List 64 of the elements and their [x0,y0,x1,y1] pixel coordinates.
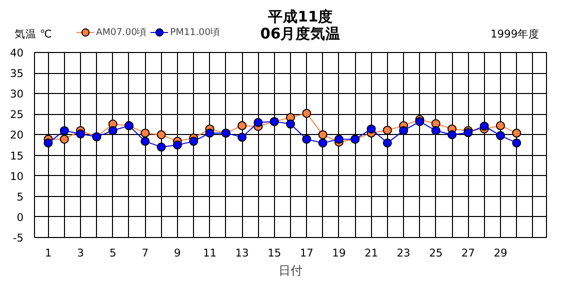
point [60,134,69,144]
point [496,121,505,130]
point [238,132,247,142]
x-tick-label: 9 [174,246,182,260]
point [156,130,166,140]
point [334,134,344,144]
point [512,128,522,138]
y-tick-label: 40 [10,46,24,60]
y-tick-label: 35 [10,67,24,80]
point [44,138,53,148]
y-tick-label: 10 [10,170,24,183]
point [189,136,198,146]
y-tick-label: 20 [10,128,24,142]
x-tick-label: 29 [494,246,508,260]
x-tick-label: 23 [396,246,410,260]
point [76,129,86,138]
point [108,126,118,136]
legend-label: PM11.00頃 [170,26,220,38]
point [238,121,247,130]
point [366,124,376,134]
point [480,122,489,131]
point [302,108,312,118]
point [156,142,166,152]
point [512,138,522,148]
x-tick-label: 3 [77,246,84,260]
y-tick-label: 0 [16,210,24,224]
y-tick-label: 5 [16,190,24,204]
point [496,131,505,140]
x-tick-label: 7 [142,246,149,260]
point [382,138,392,148]
point [318,138,328,148]
point [415,117,424,126]
x-tick-label: 13 [235,246,249,260]
point [205,128,214,138]
x-tick-label: 11 [202,246,217,260]
legend-label: AM07.00頃 [96,26,146,38]
x-tick-label: 15 [268,246,282,260]
point [140,128,150,138]
x-tick-label: 5 [109,246,116,260]
x-tick-label: 27 [461,246,475,260]
x-tick-label: 21 [364,246,378,260]
point [60,126,69,136]
point [399,126,408,136]
y-tick-label: 15 [10,149,24,162]
x-tick-label: 1 [44,246,52,260]
point [254,118,263,127]
point [286,120,295,129]
y-axis-title: 気温 ℃ [14,28,52,40]
y-tick-label: 25 [10,108,24,122]
point [172,140,182,150]
x-tick-label: 17 [300,246,314,260]
chart-title: 平成11度 06月度気温 [260,8,341,42]
x-tick-label: 19 [332,246,346,260]
x-axis-title: 日付 [278,264,302,278]
point [140,136,150,146]
point [382,126,392,135]
point [448,130,457,140]
point [431,126,440,136]
y-tick-label: 30 [10,88,24,101]
x-tick-label: 25 [429,246,443,260]
point [318,130,328,140]
y-tick-label: -5 [12,232,24,244]
text: 1999年度 [490,28,540,40]
point [302,134,312,144]
